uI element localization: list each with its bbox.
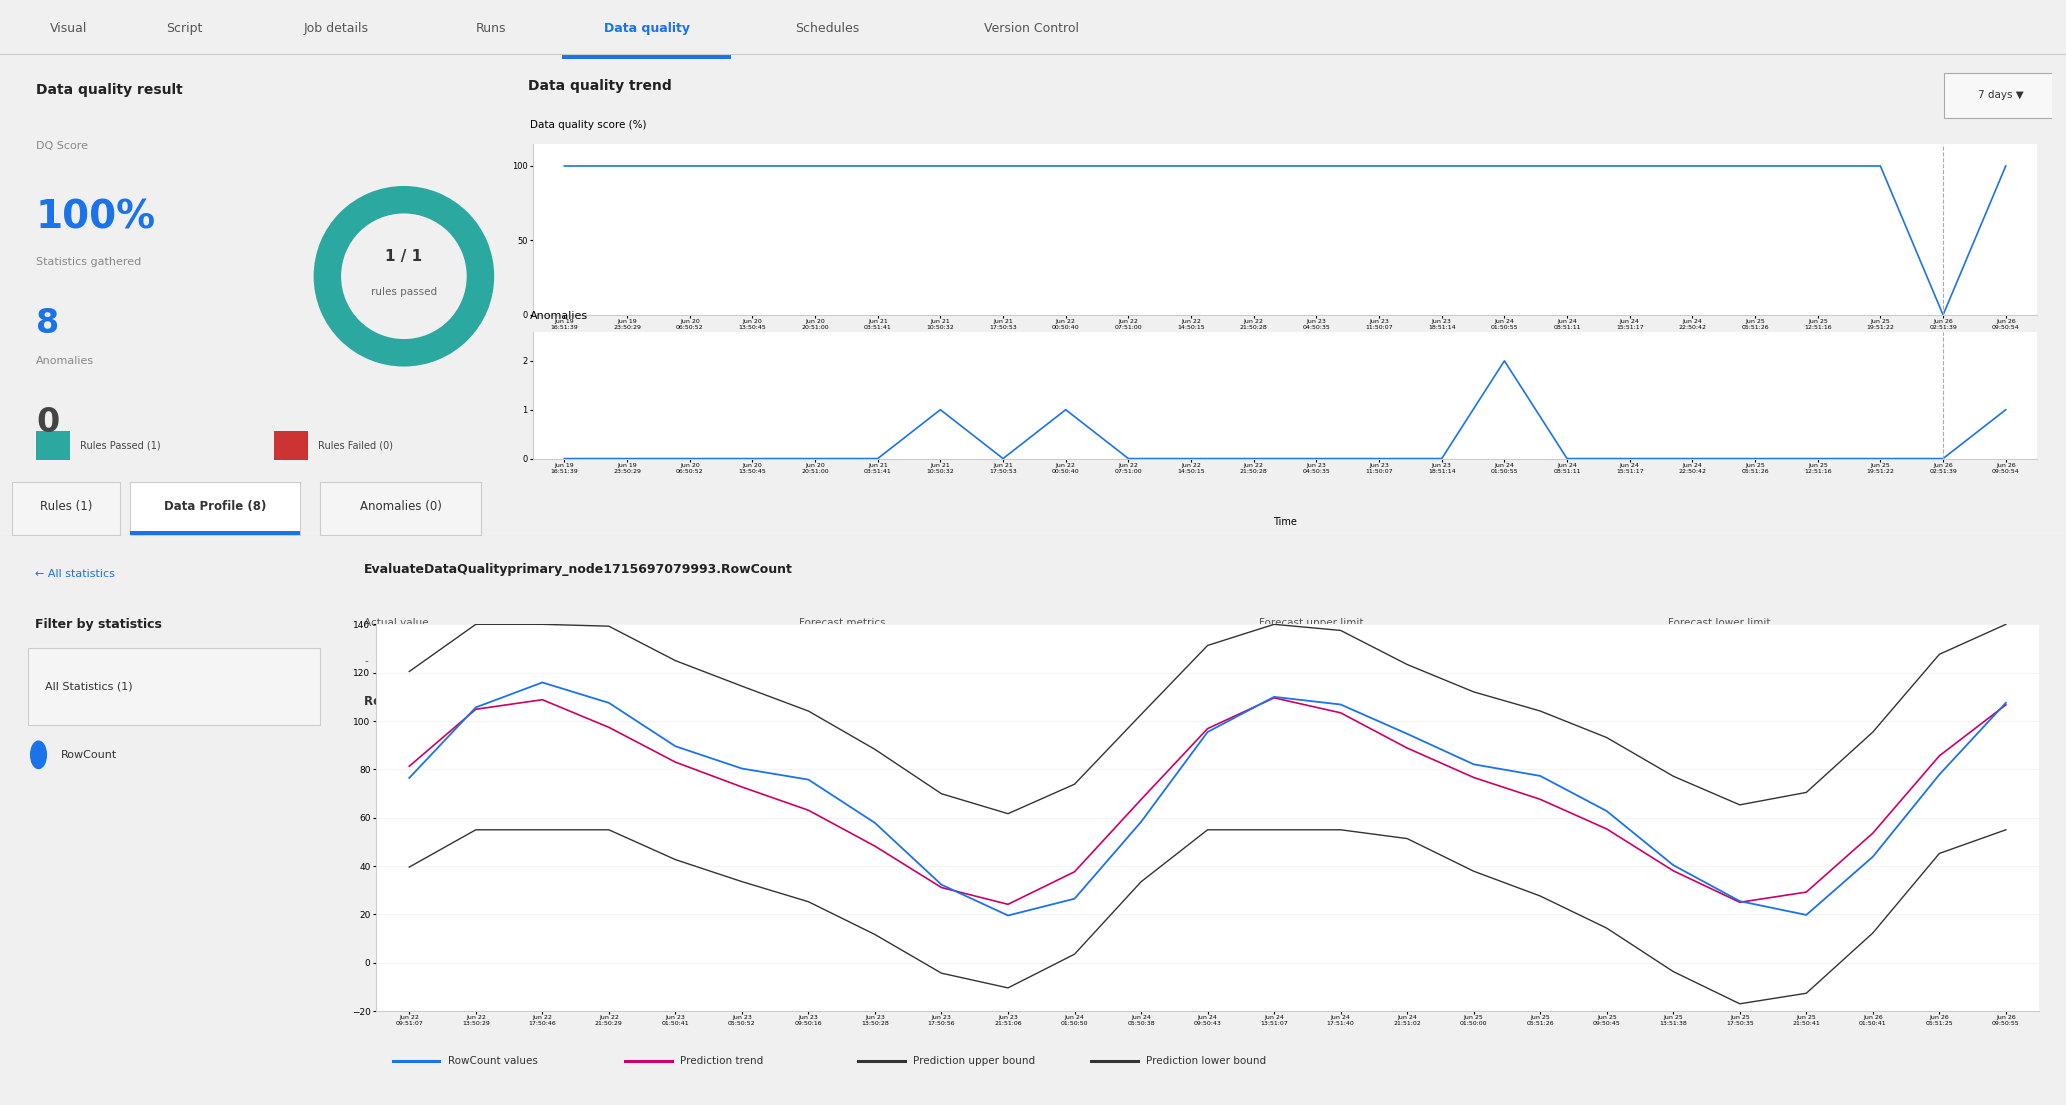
Text: Actual value: Actual value: [364, 618, 430, 628]
FancyBboxPatch shape: [130, 530, 300, 535]
Text: All Statistics (1): All Statistics (1): [45, 682, 132, 692]
Text: -: -: [1667, 656, 1671, 666]
Text: Data quality: Data quality: [603, 22, 690, 34]
FancyBboxPatch shape: [1944, 73, 2056, 118]
Text: Visual: Visual: [50, 22, 87, 34]
Text: Rules (1): Rules (1): [39, 499, 93, 513]
Circle shape: [31, 741, 45, 768]
Text: Version Control: Version Control: [985, 22, 1078, 34]
Text: Filter by statistics: Filter by statistics: [35, 618, 163, 631]
Text: -: -: [800, 656, 802, 666]
Text: Prediction upper bound: Prediction upper bound: [913, 1056, 1035, 1066]
Text: Time: Time: [1273, 517, 1297, 527]
Text: 1 / 1: 1 / 1: [386, 249, 421, 264]
Text: Schedules: Schedules: [795, 22, 859, 34]
Bar: [35, 431, 70, 460]
Text: Script: Script: [165, 22, 202, 34]
Text: ← All statistics: ← All statistics: [35, 569, 116, 579]
Text: Data quality result: Data quality result: [35, 83, 182, 97]
Text: RowCount values: RowCount values: [364, 695, 477, 707]
Text: -: -: [364, 656, 368, 666]
Text: Forecast lower limit: Forecast lower limit: [1667, 618, 1771, 628]
Text: 8: 8: [35, 306, 60, 339]
Text: Data quality score (%): Data quality score (%): [531, 120, 647, 130]
Text: rules passed: rules passed: [370, 287, 438, 297]
Text: Anomalies: Anomalies: [35, 356, 95, 367]
Text: -: -: [1258, 656, 1262, 666]
Text: Data Profile (8): Data Profile (8): [163, 499, 267, 513]
Text: RowCount: RowCount: [60, 750, 118, 760]
Text: 100%: 100%: [35, 199, 157, 236]
Text: Rules Passed (1): Rules Passed (1): [81, 441, 161, 451]
Text: Rules Failed (0): Rules Failed (0): [318, 441, 393, 451]
FancyBboxPatch shape: [12, 482, 120, 535]
Text: Job details: Job details: [304, 22, 368, 34]
Text: DQ Score: DQ Score: [35, 141, 89, 151]
FancyBboxPatch shape: [320, 482, 481, 535]
Wedge shape: [314, 186, 494, 367]
Text: Time: Time: [1273, 379, 1297, 389]
Text: 0: 0: [35, 407, 60, 439]
Text: RowCount values: RowCount values: [448, 1056, 537, 1066]
Text: Prediction trend: Prediction trend: [680, 1056, 764, 1066]
Text: Forecast upper limit: Forecast upper limit: [1258, 618, 1364, 628]
Text: 7 days ▼: 7 days ▼: [1977, 91, 2023, 101]
Text: Statistics gathered: Statistics gathered: [35, 257, 140, 267]
FancyBboxPatch shape: [562, 54, 731, 59]
Text: Anomalies (0): Anomalies (0): [359, 499, 442, 513]
Text: Runs: Runs: [475, 22, 506, 34]
FancyBboxPatch shape: [130, 482, 300, 535]
Text: Data quality trend: Data quality trend: [527, 78, 671, 93]
Text: Prediction lower bound: Prediction lower bound: [1147, 1056, 1266, 1066]
Text: EvaluateDataQualityprimary_node1715697079993.RowCount: EvaluateDataQualityprimary_node171569707…: [364, 564, 793, 577]
FancyBboxPatch shape: [27, 649, 320, 725]
Text: Anomalies: Anomalies: [531, 312, 589, 322]
Bar: [275, 431, 308, 460]
Text: Forecast metrics: Forecast metrics: [800, 618, 886, 628]
